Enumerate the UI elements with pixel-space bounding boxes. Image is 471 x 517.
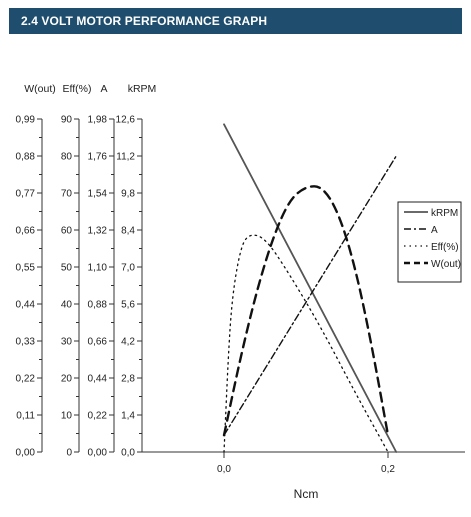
y-tick-label: 1,98 bbox=[88, 115, 108, 126]
y-tick-label: 0,44 bbox=[88, 374, 108, 385]
y-tick-label: 0,00 bbox=[88, 448, 108, 459]
y-axis-2: 0 10 20 30 40 50 60 70 80 90 bbox=[61, 115, 80, 459]
y-tick-label: 0,66 bbox=[16, 226, 36, 237]
y-tick-label: 20 bbox=[61, 374, 73, 385]
y-tick-label: 2,8 bbox=[121, 374, 135, 385]
y-tick-label: 30 bbox=[61, 337, 73, 348]
y-tick-label: 0,11 bbox=[16, 411, 35, 422]
legend-box bbox=[397, 201, 462, 283]
chart-legend: kRPM A Eff(%) W(out) bbox=[397, 201, 462, 283]
series-line-eff bbox=[223, 234, 389, 453]
y-axis-title: kRPM bbox=[128, 83, 157, 95]
y-tick-label: 40 bbox=[61, 300, 73, 311]
y-axis-1: 0,00 0,11 0,22 0,33 0,44 0,55 0,66 0,77 0,88 0,99 bbox=[16, 115, 43, 459]
y-tick-label: 1,54 bbox=[88, 189, 108, 200]
y-tick-label: 0,22 bbox=[88, 411, 108, 422]
x-axis: 0,0 0,2 bbox=[142, 451, 465, 475]
y-tick-label: 1,10 bbox=[88, 263, 108, 274]
header-bar: 2.4 VOLT MOTOR PERFORMANCE GRAPH bbox=[9, 8, 462, 34]
y-tick-label: 0,22 bbox=[16, 374, 36, 385]
y-tick-label: 0,33 bbox=[16, 337, 36, 348]
y-tick-label: 11,2 bbox=[116, 152, 135, 163]
y-axis-title: A bbox=[100, 83, 107, 95]
y-tick-label: 0,77 bbox=[16, 189, 36, 200]
y-tick-label: 0 bbox=[66, 448, 72, 459]
y-tick-label: 9,8 bbox=[121, 189, 135, 200]
y-tick-label: 12,6 bbox=[116, 115, 136, 126]
y-axis-4: 0,0 1,4 2,8 4,2 5,6 7,0 8,4 9,8 11,2 12,6 bbox=[116, 115, 143, 459]
y-tick-label: 0,44 bbox=[16, 300, 36, 311]
y-tick-label: 70 bbox=[61, 189, 73, 200]
y-axis-title: W(out) bbox=[24, 83, 56, 95]
legend-label: Eff(%) bbox=[431, 242, 459, 253]
y-axis-title: Eff(%) bbox=[63, 83, 92, 95]
x-tick-label: 0,2 bbox=[381, 464, 395, 475]
y-tick-label: 0,88 bbox=[16, 152, 36, 163]
y-tick-label: 60 bbox=[61, 226, 73, 237]
series-line-a bbox=[223, 155, 397, 436]
y-tick-label: 7,0 bbox=[121, 263, 135, 274]
legend-label: W(out) bbox=[431, 259, 461, 270]
y-tick-label: 8,4 bbox=[121, 226, 135, 237]
y-tick-label: 10 bbox=[61, 411, 73, 422]
x-axis-title: Ncm bbox=[294, 487, 319, 501]
y-tick-label: 1,4 bbox=[121, 411, 135, 422]
legend-label: A bbox=[431, 225, 438, 236]
y-tick-label: 0,88 bbox=[88, 300, 108, 311]
page-title: 2.4 VOLT MOTOR PERFORMANCE GRAPH bbox=[21, 14, 268, 28]
y-tick-label: 1,76 bbox=[88, 152, 108, 163]
y-tick-label: 1,32 bbox=[88, 226, 108, 237]
y-tick-label: 4,2 bbox=[121, 337, 135, 348]
y-tick-label: 90 bbox=[61, 115, 73, 126]
y-tick-label: 80 bbox=[61, 152, 73, 163]
y-tick-label: 50 bbox=[61, 263, 73, 274]
y-tick-label: 0,66 bbox=[88, 337, 108, 348]
y-tick-label: 0,99 bbox=[16, 115, 36, 126]
legend-label: kRPM bbox=[431, 208, 458, 219]
y-tick-label: 5,6 bbox=[121, 300, 135, 311]
y-tick-label: 0,0 bbox=[121, 448, 135, 459]
series-line-wout bbox=[222, 185, 390, 437]
x-tick-label: 0,0 bbox=[217, 464, 231, 475]
y-tick-label: 0,00 bbox=[16, 448, 36, 459]
y-tick-label: 0,55 bbox=[16, 263, 36, 274]
y-axis-3: 0,00 0,22 0,44 0,66 0,88 1,10 1,32 1,54 1,76 1,98 bbox=[88, 115, 115, 459]
series-line-krpm bbox=[223, 123, 398, 453]
